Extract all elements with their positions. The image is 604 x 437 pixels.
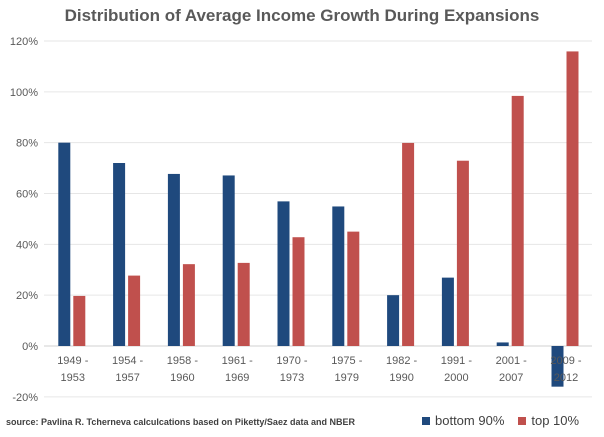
bar-bottom-90 bbox=[551, 346, 564, 387]
bar-top-10 bbox=[237, 262, 250, 346]
x-tick-label: 1953 bbox=[61, 372, 85, 384]
x-tick-label: 1975 - bbox=[331, 355, 363, 367]
x-tick-label: 1961 - bbox=[222, 355, 254, 367]
y-tick-label: 60% bbox=[16, 189, 38, 201]
y-tick-label: 40% bbox=[16, 239, 38, 251]
x-tick-label: 2001 - bbox=[496, 355, 528, 367]
y-tick-label: 80% bbox=[16, 138, 38, 150]
x-tick-label: 1991 - bbox=[441, 355, 473, 367]
bar-bottom-90 bbox=[167, 173, 180, 346]
y-tick-label: 100% bbox=[10, 87, 38, 99]
bar-bottom-90 bbox=[113, 163, 126, 346]
y-tick-label: 0% bbox=[22, 341, 38, 353]
bar-top-10 bbox=[347, 231, 360, 346]
bar-bottom-90 bbox=[387, 295, 400, 346]
bar-bottom-90 bbox=[496, 342, 509, 346]
x-tick-label: 2007 bbox=[499, 372, 523, 384]
y-tick-label: -20% bbox=[12, 392, 38, 404]
bar-top-10 bbox=[182, 264, 195, 346]
legend-label: top 10% bbox=[531, 413, 580, 428]
bar-bottom-90 bbox=[441, 277, 454, 346]
x-tick-label: 1982 - bbox=[386, 355, 418, 367]
bar-top-10 bbox=[73, 295, 86, 346]
bar-top-10 bbox=[402, 142, 415, 346]
x-tick-label: 1979 bbox=[335, 372, 359, 384]
x-tick-label: 1990 bbox=[389, 372, 413, 384]
x-tick-label: 2012 bbox=[554, 372, 578, 384]
bar-top-10 bbox=[456, 160, 469, 346]
legend-swatch bbox=[518, 416, 527, 425]
bar-top-10 bbox=[511, 95, 524, 347]
x-tick-label: 1949 - bbox=[57, 355, 89, 367]
x-tick-label: 1970 - bbox=[276, 355, 308, 367]
x-tick-label: 1973 bbox=[280, 372, 304, 384]
chart-title: Distribution of Average Income Growth Du… bbox=[64, 6, 540, 25]
bar-bottom-90 bbox=[58, 142, 71, 346]
bar-top-10 bbox=[566, 51, 579, 346]
x-tick-label: 1958 - bbox=[167, 355, 199, 367]
x-tick-label: 1954 - bbox=[112, 355, 144, 367]
legend-swatch bbox=[422, 416, 430, 425]
y-tick-label: 120% bbox=[10, 36, 38, 48]
bar-bottom-90 bbox=[332, 206, 345, 346]
x-tick-label: 1969 bbox=[225, 372, 249, 384]
legend-label: bottom 90% bbox=[435, 413, 505, 428]
x-tick-label: 1960 bbox=[170, 372, 194, 384]
x-tick-label: 1957 bbox=[115, 372, 139, 384]
bar-top-10 bbox=[292, 237, 305, 346]
legend-item-bottom-90: bottom 90% bbox=[422, 413, 504, 428]
y-tick-label: 20% bbox=[16, 290, 38, 302]
legend-item-top-10: top 10% bbox=[518, 413, 579, 428]
bar-bottom-90 bbox=[222, 175, 235, 346]
source-note: source: Pavlina R. Tcherneva calculcatio… bbox=[6, 417, 355, 427]
bar-top-10 bbox=[128, 275, 141, 346]
x-tick-label: 2000 bbox=[444, 372, 468, 384]
x-tick-label: 2009 - bbox=[550, 355, 582, 367]
bar-bottom-90 bbox=[277, 201, 290, 346]
legend: bottom 90% top 10% bbox=[422, 413, 579, 428]
